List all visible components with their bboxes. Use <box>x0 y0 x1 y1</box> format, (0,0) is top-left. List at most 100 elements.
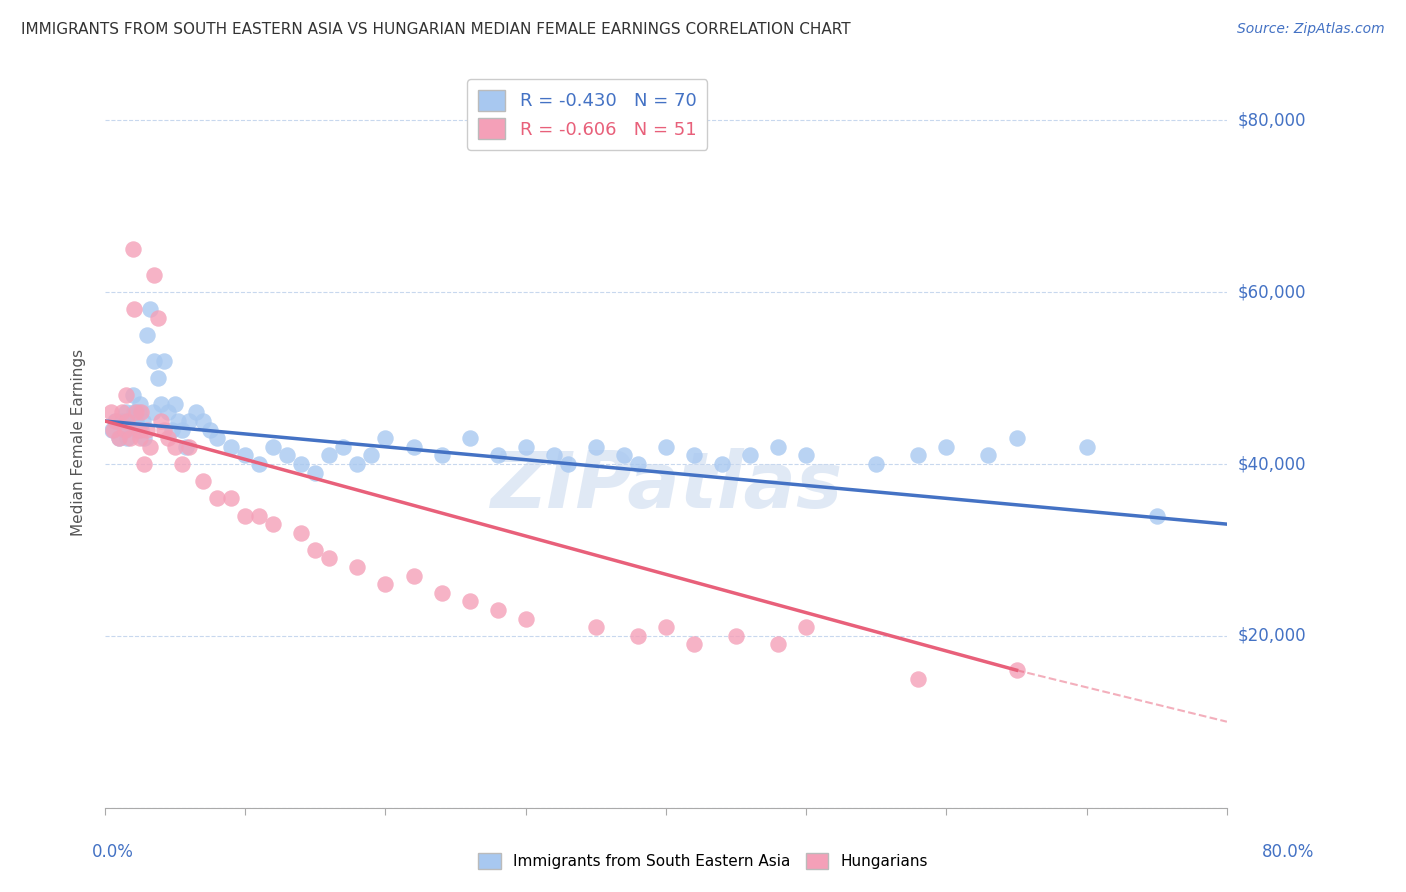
Point <box>766 637 789 651</box>
Point <box>304 542 326 557</box>
Point <box>430 449 453 463</box>
Point <box>557 457 579 471</box>
Point <box>627 629 650 643</box>
Point <box>162 423 184 437</box>
Point <box>907 449 929 463</box>
Point <box>157 405 180 419</box>
Point <box>276 449 298 463</box>
Y-axis label: Median Female Earnings: Median Female Earnings <box>72 349 86 536</box>
Text: Source: ZipAtlas.com: Source: ZipAtlas.com <box>1237 22 1385 37</box>
Point <box>150 414 173 428</box>
Text: $80,000: $80,000 <box>1239 112 1306 129</box>
Point <box>108 431 131 445</box>
Point <box>486 449 509 463</box>
Point <box>458 594 481 608</box>
Point <box>139 302 162 317</box>
Point <box>172 457 194 471</box>
Text: 0.0%: 0.0% <box>91 843 134 861</box>
Point <box>157 431 180 445</box>
Point <box>907 672 929 686</box>
Point <box>794 449 817 463</box>
Point <box>150 397 173 411</box>
Legend: Immigrants from South Eastern Asia, Hungarians: Immigrants from South Eastern Asia, Hung… <box>471 847 935 875</box>
Point <box>115 388 138 402</box>
Point <box>114 423 136 437</box>
Point <box>143 354 166 368</box>
Point <box>148 371 170 385</box>
Text: $20,000: $20,000 <box>1239 627 1306 645</box>
Point <box>262 517 284 532</box>
Point <box>515 612 537 626</box>
Point <box>143 268 166 282</box>
Text: 80.0%: 80.0% <box>1263 843 1315 861</box>
Point <box>191 414 214 428</box>
Point <box>374 577 396 591</box>
Point <box>585 440 607 454</box>
Point <box>122 388 145 402</box>
Point <box>132 414 155 428</box>
Point <box>129 431 152 445</box>
Point <box>134 431 156 445</box>
Point <box>165 397 187 411</box>
Point <box>430 586 453 600</box>
Point <box>148 310 170 325</box>
Point <box>120 431 142 445</box>
Point <box>139 440 162 454</box>
Point <box>142 405 165 419</box>
Point <box>935 440 957 454</box>
Point <box>402 568 425 582</box>
Point <box>120 414 142 428</box>
Text: $40,000: $40,000 <box>1239 455 1306 473</box>
Point <box>655 620 678 634</box>
Point <box>167 414 190 428</box>
Point <box>585 620 607 634</box>
Point <box>247 508 270 523</box>
Point <box>515 440 537 454</box>
Point <box>115 405 138 419</box>
Point <box>794 620 817 634</box>
Point <box>179 414 201 428</box>
Point <box>103 423 125 437</box>
Point <box>725 629 748 643</box>
Point <box>153 423 176 437</box>
Point <box>176 440 198 454</box>
Point <box>346 560 368 574</box>
Point <box>683 449 706 463</box>
Point <box>655 440 678 454</box>
Point <box>128 405 150 419</box>
Point <box>198 423 221 437</box>
Point <box>114 423 136 437</box>
Point <box>766 440 789 454</box>
Point <box>111 405 134 419</box>
Point <box>111 414 134 428</box>
Point <box>153 354 176 368</box>
Point <box>186 405 208 419</box>
Point <box>627 457 650 471</box>
Text: ZIPatlas: ZIPatlas <box>489 449 842 524</box>
Point <box>136 423 159 437</box>
Point <box>402 440 425 454</box>
Point <box>543 449 565 463</box>
Point <box>865 457 887 471</box>
Point <box>738 449 761 463</box>
Point <box>125 414 148 428</box>
Point <box>219 491 242 506</box>
Point <box>122 242 145 256</box>
Point <box>108 431 131 445</box>
Point <box>290 525 312 540</box>
Point <box>205 431 228 445</box>
Point <box>124 405 146 419</box>
Text: IMMIGRANTS FROM SOUTH EASTERN ASIA VS HUNGARIAN MEDIAN FEMALE EARNINGS CORRELATI: IMMIGRANTS FROM SOUTH EASTERN ASIA VS HU… <box>21 22 851 37</box>
Point <box>318 551 340 566</box>
Point <box>711 457 734 471</box>
Point <box>360 449 382 463</box>
Point <box>134 457 156 471</box>
Point <box>346 457 368 471</box>
Point <box>233 508 256 523</box>
Point <box>191 474 214 488</box>
Point <box>318 449 340 463</box>
Point <box>165 440 187 454</box>
Point <box>172 423 194 437</box>
Point <box>977 449 1000 463</box>
Point <box>179 440 201 454</box>
